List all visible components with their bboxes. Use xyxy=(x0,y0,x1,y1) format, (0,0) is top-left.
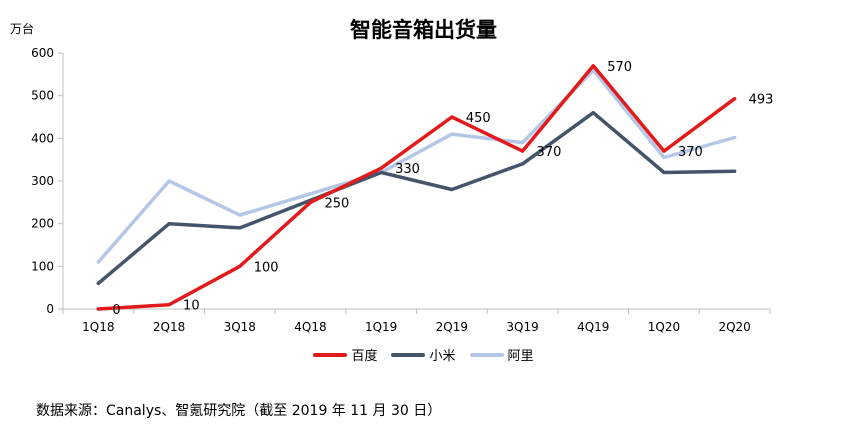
data-label: 450 xyxy=(466,111,491,126)
data-label: 570 xyxy=(607,60,632,75)
x-tick-label: 1Q18 xyxy=(82,320,114,334)
series-line-1 xyxy=(96,110,737,286)
data-label: 250 xyxy=(324,196,349,211)
data-label: 0 xyxy=(112,303,120,318)
legend-label-baidu: 百度 xyxy=(351,349,378,364)
series-line-0 xyxy=(96,64,737,311)
data-label: 10 xyxy=(183,299,200,314)
legend-item-xiaomi: 小米 xyxy=(391,345,456,364)
chart-title: 智能音箱出货量 xyxy=(350,18,497,42)
x-tick-label: 2Q18 xyxy=(153,320,185,334)
data-label: 370 xyxy=(678,145,703,160)
x-tick-label: 2Q19 xyxy=(436,320,468,334)
y-tick-label: 500 xyxy=(31,89,54,103)
data-label: 493 xyxy=(749,93,774,108)
data-label: 330 xyxy=(395,162,420,177)
legend-item-ali: 阿里 xyxy=(469,345,534,364)
legend-label-xiaomi: 小米 xyxy=(429,349,456,364)
series-line-2 xyxy=(96,68,737,264)
data-label: 370 xyxy=(537,145,562,160)
chart-legend: 百度 小米 阿里 xyxy=(0,345,847,364)
y-tick-label: 0 xyxy=(46,302,54,316)
x-tick-label: 1Q19 xyxy=(365,320,397,334)
legend-swatch-baidu xyxy=(313,352,348,357)
legend-item-baidu: 百度 xyxy=(313,345,377,364)
source-note: 数据来源：Canalys、智氪研究院（截至 2019 年 11 月 30 日） xyxy=(36,403,442,419)
x-tick-label: 4Q18 xyxy=(294,320,326,334)
y-tick-label: 600 xyxy=(31,46,54,60)
x-tick-label: 2Q20 xyxy=(718,320,750,334)
y-tick-label: 400 xyxy=(31,131,54,145)
x-tick-label: 1Q20 xyxy=(648,320,680,334)
y-tick-label: 300 xyxy=(31,174,54,188)
legend-swatch-ali xyxy=(469,352,504,357)
data-label: 100 xyxy=(254,260,279,275)
x-tick-label: 3Q18 xyxy=(224,320,256,334)
x-tick-label: 4Q19 xyxy=(577,320,609,334)
legend-swatch-xiaomi xyxy=(391,352,426,357)
y-tick-label: 200 xyxy=(31,217,54,231)
y-axis-unit-label: 万台 xyxy=(10,22,35,36)
y-tick-label: 100 xyxy=(31,259,54,273)
x-tick-label: 3Q19 xyxy=(506,320,538,334)
legend-label-ali: 阿里 xyxy=(507,349,534,364)
